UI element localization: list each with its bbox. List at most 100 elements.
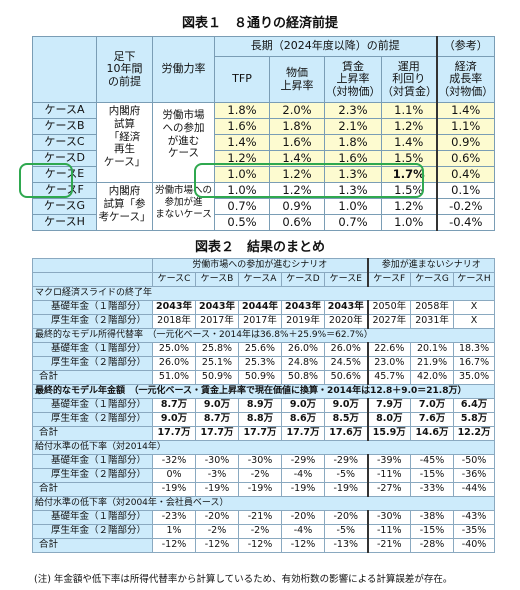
value-tfp: 1.4% [214, 134, 270, 151]
value-cell: -19% [281, 482, 325, 497]
header-return: 運用 利回り （対賃金） [381, 56, 437, 103]
value-cell: 20.1% [410, 342, 455, 357]
value-gdp: 0.4% [435, 166, 495, 183]
header-corner [32, 36, 97, 103]
group-cabinet-revival: 内閣府 試算 「経済 再生 ケース」 [96, 102, 153, 183]
value-cell: 25.8% [195, 342, 239, 357]
value-cell: -12% [281, 538, 325, 553]
value-cell: 8.7万 [152, 398, 196, 413]
section-label: 最終的なモデル年金額 （一元化ベース・賃金上昇率で現在価値に換算・2014年は1… [31, 384, 496, 399]
value-cell: 25.3% [238, 356, 282, 371]
value-price: 1.6% [269, 134, 325, 151]
value-cell: 7.6万 [410, 412, 455, 427]
value-cell: -11% [367, 468, 412, 483]
value-cell: -40% [453, 538, 496, 553]
value-cell: -12% [238, 538, 282, 553]
value-ret: 1.0% [381, 214, 437, 231]
case-header: ケースG [410, 272, 455, 287]
case-header: ケースF [367, 272, 412, 287]
value-tfp: 0.7% [214, 198, 270, 215]
value-cell: -44% [453, 482, 496, 497]
value-cell: -15% [410, 524, 455, 539]
value-cell: 17.6万 [323, 426, 369, 441]
value-cell: 21.9% [410, 356, 455, 371]
value-cell: 17.7万 [195, 426, 239, 441]
value-wage: 2.3% [324, 102, 382, 119]
value-price: 0.9% [269, 198, 325, 215]
value-cell: -19% [195, 482, 239, 497]
value-cell: -32% [152, 454, 196, 469]
value-cell: -33% [410, 482, 455, 497]
data-row: 合計 -19% -19% -19% -19% -19% -27% -33% -44% [32, 482, 496, 497]
value-cell: 9.0万 [152, 412, 196, 427]
value-wage: 1.8% [324, 134, 382, 151]
value-cell: -2% [195, 524, 239, 539]
value-cell: 2017年 [238, 314, 282, 329]
header-corner [32, 258, 153, 273]
value-gdp: 0.6% [435, 150, 495, 167]
value-gdp: 1.1% [435, 118, 495, 135]
section-row: 最終的なモデル所得代替率 （一元化ベース・2014年は36.8%＋25.9%＝6… [31, 328, 496, 343]
value-cell: 45.7% [367, 370, 412, 385]
value-wage: 1.3% [324, 166, 382, 183]
value-cell: 16.7% [453, 356, 496, 371]
value-cell: -20% [195, 510, 239, 525]
value-cell: -43% [453, 510, 496, 525]
value-cell: 50.9% [195, 370, 239, 385]
economic-assumptions-table: 足下 10年間 の前提 労働力率 長期（2024年度以降）の前提 （参考） TFP … [32, 36, 495, 231]
value-cell: 42.0% [410, 370, 455, 385]
section-label: 最終的なモデル所得代替率 （一元化ベース・2014年は36.8%＋25.9%＝6… [31, 328, 496, 343]
value-cell: -28% [410, 538, 455, 553]
data-row: 厚生年金（２階部分） 0% -3% -2% -4% -5% -11% -15% -36% [32, 468, 496, 483]
case-header: ケースA [238, 272, 282, 287]
header-wage: 賃金 上昇率 （対物価） [324, 56, 382, 103]
value-cell: 17.7万 [152, 426, 196, 441]
section-row: 給付水準の低下率（対2004年・会社員ベース） [31, 496, 496, 511]
value-gdp: 0.9% [435, 134, 495, 151]
row-label: 基礎年金（１階部分） [32, 300, 153, 315]
value-cell: 2043年 [195, 300, 239, 315]
value-cell: -45% [410, 454, 455, 469]
data-row: 厚生年金（２階部分） 2018年 2017年 2017年 2019年 2020年 2027年… [32, 314, 496, 329]
value-cell: 18.3% [453, 342, 496, 357]
value-cell: X [453, 300, 496, 315]
value-cell: -3% [195, 468, 239, 483]
value-cell: 25.0% [152, 342, 196, 357]
value-cell: 8.9万 [238, 398, 282, 413]
value-cell: 2018年 [152, 314, 196, 329]
value-cell: 8.8万 [238, 412, 282, 427]
value-cell: -30% [367, 510, 412, 525]
value-cell: 7.0万 [410, 398, 455, 413]
data-row: 基礎年金（１階部分） 25.0% 25.8% 25.6% 26.0% 26.0% 22.6%… [32, 342, 496, 357]
labor-participation-not-advancing: 労働市場への 参加が進 まないケース [152, 182, 215, 231]
header-corner [32, 272, 153, 287]
highlight-values-ef [194, 163, 424, 198]
case-row: ケースD 1.2% 1.4% 1.6% 1.5% 0.6% [32, 150, 495, 167]
value-cell: -20% [323, 510, 369, 525]
footnote: (注) 年金額や低下率は所得代替率から計算しているため、有効桁数の影響による計算… [34, 574, 453, 585]
data-row: 基礎年金（１階部分） -23% -20% -21% -20% -20% -30% -38% -4… [32, 510, 496, 525]
value-cell: 2017年 [195, 314, 239, 329]
value-cell: 8.0万 [367, 412, 412, 427]
value-wage: 0.7% [324, 214, 382, 231]
value-cell: 2043年 [323, 300, 369, 315]
row-label: 合計 [32, 426, 153, 441]
value-wage: 1.3% [324, 182, 382, 199]
row-label: 厚生年金（２階部分） [32, 356, 153, 371]
value-cell: 24.8% [281, 356, 325, 371]
value-cell: -19% [238, 482, 282, 497]
value-price: 0.6% [269, 214, 325, 231]
header-labor-rate: 労働力率 [152, 36, 215, 103]
value-cell: 2019年 [281, 314, 325, 329]
value-cell: 2043年 [281, 300, 325, 315]
value-cell: 2058年 [410, 300, 455, 315]
highlight-case-ef [19, 163, 73, 198]
case-label: ケースB [32, 118, 97, 135]
value-cell: 8.6万 [281, 412, 325, 427]
group-cabinet-reference: 内閣府 試算「参 考ケース」 [96, 182, 153, 231]
value-cell: 5.8万 [453, 412, 496, 427]
value-cell: 14.6万 [410, 426, 455, 441]
row-label: 基礎年金（１階部分） [32, 342, 153, 357]
case-label: ケースG [32, 198, 97, 215]
value-gdp: -0.2% [435, 198, 495, 215]
